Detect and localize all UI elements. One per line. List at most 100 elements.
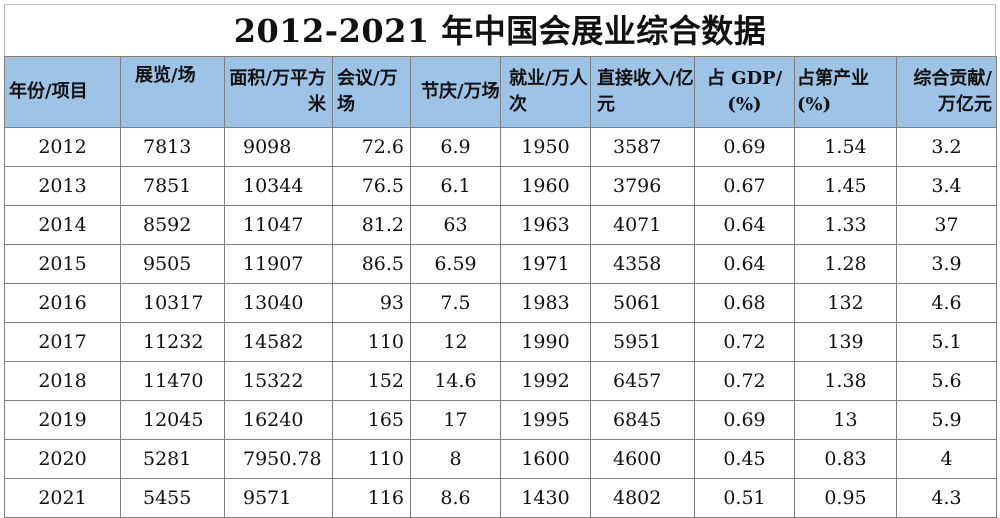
cell-direct-revenue: 6457	[590, 361, 695, 401]
cell-festivals: 14.6	[410, 361, 501, 401]
header-cell-area: 面积/万平方米	[224, 56, 333, 128]
cell-conferences: 81.2	[332, 205, 411, 245]
cell-area: 13040	[224, 283, 333, 323]
cell-year: 2018	[4, 361, 121, 401]
cell-gdp-share: 0.68	[694, 283, 795, 323]
header-cell-year: 年份/项目	[4, 56, 121, 128]
cell-total-contribution: 4.6	[896, 283, 997, 323]
cell-total-contribution: 5.1	[896, 322, 997, 362]
cell-exhibitions: 7813	[120, 127, 225, 167]
table-row: 2021 5455 9571 116 8.6 1430 4802 0.51 0.95 4.3	[4, 478, 997, 518]
header-row: 年份/项目 展览/场 面积/万平方米 会议/万场 节庆/万场 就业/万人次 直接…	[4, 56, 997, 128]
cell-tertiary-share: 1.38	[794, 361, 897, 401]
cell-direct-revenue: 3796	[590, 166, 695, 206]
cell-tertiary-share: 0.95	[794, 478, 897, 518]
table-frame: 2012-2021 年中国会展业综合数据 年份/项目 展览/场 面积/万平方米 …	[4, 4, 997, 518]
header-cell-gdp-share: 占 GDP/(%)	[694, 56, 795, 128]
cell-direct-revenue: 4071	[590, 205, 695, 245]
cell-total-contribution: 3.4	[896, 166, 997, 206]
cell-area: 11907	[224, 244, 333, 284]
cell-gdp-share: 0.69	[694, 127, 795, 167]
cell-total-contribution: 37	[896, 205, 997, 245]
cell-conferences: 110	[332, 322, 411, 362]
cell-employment: 1992	[500, 361, 591, 401]
table-row: 2014 8592 11047 81.2 63 1963 4071 0.64 1.33 37	[4, 205, 997, 245]
cell-tertiary-share: 1.33	[794, 205, 897, 245]
table-body: 2012 7813 9098 72.6 6.9 1950 3587 0.69 1.54 3.2 20…	[4, 127, 997, 518]
cell-direct-revenue: 4802	[590, 478, 695, 518]
cell-direct-revenue: 5061	[590, 283, 695, 323]
cell-tertiary-share: 0.83	[794, 439, 897, 479]
cell-exhibitions: 8592	[120, 205, 225, 245]
table-row: 2015 9505 11907 86.5 6.59 1971 4358 0.64 1.28 3.9	[4, 244, 997, 284]
cell-year: 2014	[4, 205, 121, 245]
cell-conferences: 93	[332, 283, 411, 323]
cell-conferences: 165	[332, 400, 411, 440]
cell-area: 9571	[224, 478, 333, 518]
cell-area: 10344	[224, 166, 333, 206]
cell-area: 9098	[224, 127, 333, 167]
cell-exhibitions: 12045	[120, 400, 225, 440]
header-cell-total-contribution: 综合贡献/万亿元	[896, 56, 997, 128]
cell-tertiary-share: 132	[794, 283, 897, 323]
cell-employment: 1990	[500, 322, 591, 362]
cell-year: 2012	[4, 127, 121, 167]
cell-direct-revenue: 4600	[590, 439, 695, 479]
cell-employment: 1971	[500, 244, 591, 284]
header-cell-conferences: 会议/万场	[332, 56, 411, 128]
cell-festivals: 8.6	[410, 478, 501, 518]
cell-festivals: 6.9	[410, 127, 501, 167]
cell-festivals: 17	[410, 400, 501, 440]
cell-exhibitions: 9505	[120, 244, 225, 284]
cell-employment: 1600	[500, 439, 591, 479]
cell-year: 2019	[4, 400, 121, 440]
cell-direct-revenue: 3587	[590, 127, 695, 167]
cell-year: 2017	[4, 322, 121, 362]
cell-year: 2020	[4, 439, 121, 479]
cell-gdp-share: 0.72	[694, 361, 795, 401]
cell-year: 2016	[4, 283, 121, 323]
table-row: 2013 7851 10344 76.5 6.1 1960 3796 0.67 1.45 3.4	[4, 166, 997, 206]
cell-employment: 1960	[500, 166, 591, 206]
cell-tertiary-share: 1.45	[794, 166, 897, 206]
cell-exhibitions: 5455	[120, 478, 225, 518]
table-row: 2019 12045 16240 165 17 1995 6845 0.69 13 5.9	[4, 400, 997, 440]
cell-tertiary-share: 139	[794, 322, 897, 362]
cell-exhibitions: 5281	[120, 439, 225, 479]
cell-conferences: 76.5	[332, 166, 411, 206]
cell-gdp-share: 0.45	[694, 439, 795, 479]
cell-festivals: 12	[410, 322, 501, 362]
header-cell-festivals: 节庆/万场	[410, 56, 501, 128]
cell-direct-revenue: 5951	[590, 322, 695, 362]
table-row: 2018 11470 15322 152 14.6 1992 6457 0.72 1.38 5.6	[4, 361, 997, 401]
cell-total-contribution: 3.9	[896, 244, 997, 284]
header-cell-direct-revenue: 直接收入/亿元	[590, 56, 695, 128]
data-table: 年份/项目 展览/场 面积/万平方米 会议/万场 节庆/万场 就业/万人次 直接…	[4, 56, 997, 518]
cell-conferences: 72.6	[332, 127, 411, 167]
cell-festivals: 6.1	[410, 166, 501, 206]
cell-total-contribution: 3.2	[896, 127, 997, 167]
table-row: 2016 10317 13040 93 7.5 1983 5061 0.68 132 4.6	[4, 283, 997, 323]
cell-year: 2013	[4, 166, 121, 206]
cell-exhibitions: 11470	[120, 361, 225, 401]
cell-exhibitions: 7851	[120, 166, 225, 206]
cell-festivals: 8	[410, 439, 501, 479]
cell-total-contribution: 4.3	[896, 478, 997, 518]
table-row: 2012 7813 9098 72.6 6.9 1950 3587 0.69 1.54 3.2	[4, 127, 997, 167]
cell-direct-revenue: 6845	[590, 400, 695, 440]
cell-tertiary-share: 1.28	[794, 244, 897, 284]
table-title: 2012-2021 年中国会展业综合数据	[4, 4, 996, 56]
cell-area: 14582	[224, 322, 333, 362]
cell-year: 2015	[4, 244, 121, 284]
cell-area: 15322	[224, 361, 333, 401]
cell-gdp-share: 0.64	[694, 205, 795, 245]
cell-festivals: 63	[410, 205, 501, 245]
cell-area: 16240	[224, 400, 333, 440]
cell-conferences: 110	[332, 439, 411, 479]
cell-gdp-share: 0.72	[694, 322, 795, 362]
cell-exhibitions: 10317	[120, 283, 225, 323]
cell-festivals: 6.59	[410, 244, 501, 284]
cell-employment: 1963	[500, 205, 591, 245]
cell-employment: 1995	[500, 400, 591, 440]
cell-total-contribution: 5.6	[896, 361, 997, 401]
